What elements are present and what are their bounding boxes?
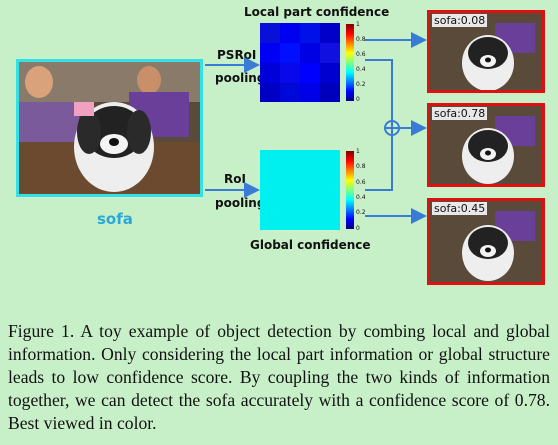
psroi-pooling-label: pooling bbox=[215, 71, 266, 85]
global-colorbar-ticks: 1 0.8 0.6 0.4 0.2 0 bbox=[356, 148, 366, 232]
input-label-sofa: sofa bbox=[97, 210, 133, 228]
global-confidence-title: Global confidence bbox=[250, 238, 371, 252]
local-part-confidence-title: Local part confidence bbox=[244, 5, 390, 19]
local-colorbar-ticks: 1 0.8 0.6 0.4 0.2 0 bbox=[356, 21, 366, 103]
output-image-2: sofa:0.78 bbox=[427, 103, 545, 187]
global-heatmap bbox=[260, 150, 340, 230]
local-to-sum-line bbox=[365, 59, 393, 120]
input-image bbox=[16, 59, 203, 197]
output-1-score-tag: sofa:0.08 bbox=[432, 14, 488, 27]
roi-pooling-label: pooling bbox=[215, 196, 266, 210]
local-colorbar bbox=[346, 24, 354, 101]
output-2-score-tag: sofa:0.78 bbox=[432, 107, 488, 120]
arrows-layer bbox=[205, 32, 427, 224]
output-image-1: sofa:0.08 bbox=[427, 10, 545, 93]
figure-caption: Figure 1. A toy example of object detect… bbox=[8, 321, 550, 433]
global-colorbar bbox=[346, 151, 354, 229]
output-image-3: sofa:0.45 bbox=[427, 198, 545, 285]
output-3-score-tag: sofa:0.45 bbox=[432, 202, 488, 215]
roi-label: RoI bbox=[224, 172, 246, 186]
global-to-sum-line bbox=[365, 136, 393, 191]
local-heatmap bbox=[260, 23, 340, 102]
